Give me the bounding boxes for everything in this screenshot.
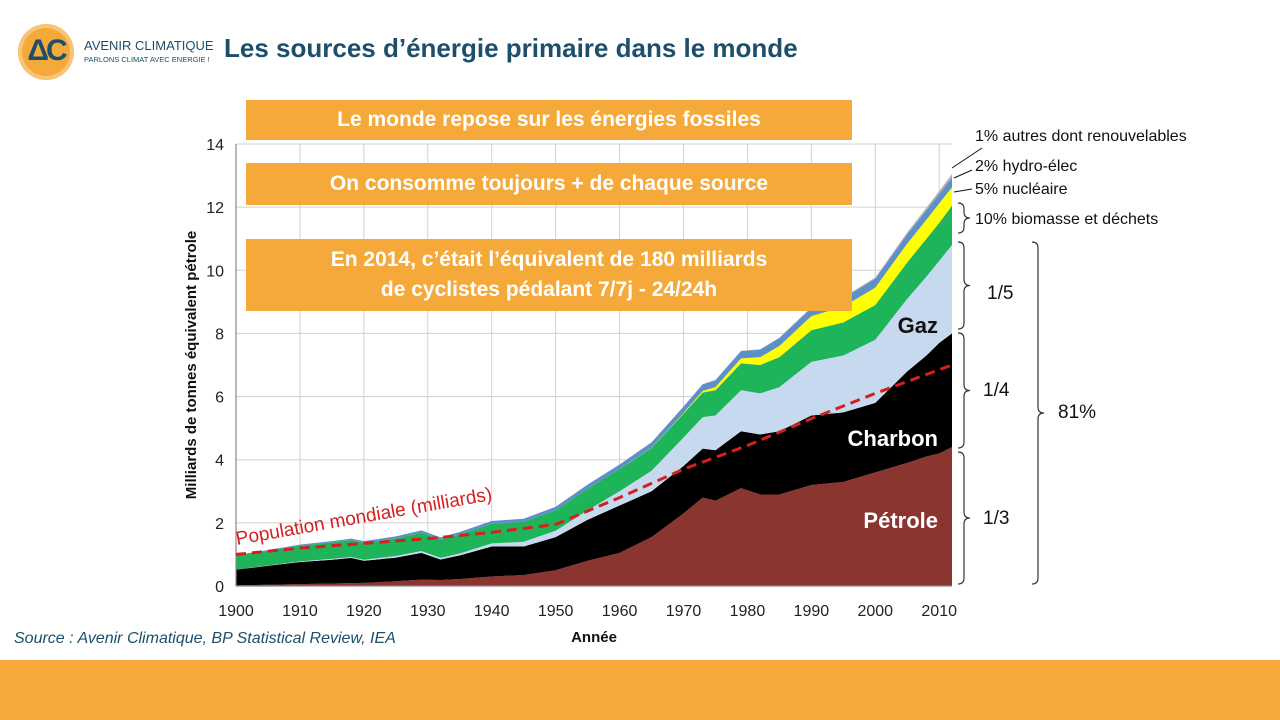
annotation-label: 2% hydro-élec bbox=[975, 158, 1077, 175]
y-tick-label: 0 bbox=[215, 579, 224, 596]
annotation-arrow bbox=[951, 147, 983, 169]
y-tick-label: 14 bbox=[206, 137, 224, 154]
x-tick-label: 1920 bbox=[346, 603, 382, 620]
x-tick-label: 2000 bbox=[857, 603, 893, 620]
share-label-charbon: 1/4 bbox=[983, 380, 1010, 401]
callout-cyclists: En 2014, c’était l’équivalent de 180 mil… bbox=[246, 239, 852, 311]
area-label-petrole: Pétrole bbox=[863, 508, 938, 533]
brace-charbon bbox=[957, 332, 971, 449]
slide-title: Les sources d’énergie primaire dans le m… bbox=[224, 33, 798, 63]
energy-chart: 0 2 4 6 8 10 12 14 1900 1910 1920 1930 1940 1950 1960 1… bbox=[183, 128, 1187, 646]
area-petrole bbox=[236, 447, 952, 586]
x-tick-label: 1980 bbox=[730, 603, 766, 620]
share-label-gaz: 1/5 bbox=[987, 283, 1013, 304]
source-note: Source : Avenir Climatique, BP Statistic… bbox=[14, 630, 396, 647]
x-tick-label: 1910 bbox=[282, 603, 318, 620]
brace-fossiles bbox=[1031, 241, 1045, 585]
annotation-label: 5% nucléaire bbox=[975, 181, 1068, 198]
y-tick-label: 6 bbox=[215, 390, 224, 407]
x-axis-title: Année bbox=[571, 629, 617, 646]
brace-biomasse bbox=[957, 202, 971, 234]
x-tick-label: 2010 bbox=[921, 603, 957, 620]
logo-mark: ΔC bbox=[27, 34, 67, 67]
x-tick-label: 1960 bbox=[602, 603, 638, 620]
area-label-gaz: Gaz bbox=[898, 313, 938, 338]
logo-tagline: PARLONS CLIMAT AVEC ENERGIE ! bbox=[84, 55, 210, 64]
callout-fossils: Le monde repose sur les énergies fossile… bbox=[246, 100, 852, 140]
x-tick-label: 1930 bbox=[410, 603, 446, 620]
callout-consumption: On consomme toujours + de chaque source bbox=[246, 163, 852, 205]
footer-bar bbox=[0, 660, 1280, 720]
share-label-fossiles: 81% bbox=[1058, 402, 1096, 423]
x-tick-label: 1940 bbox=[474, 603, 510, 620]
y-tick-label: 2 bbox=[215, 516, 224, 533]
logo: ΔC AVENIR CLIMATIQUE PARLONS CLIMAT AVEC… bbox=[18, 24, 214, 82]
x-tick-label: 1950 bbox=[538, 603, 574, 620]
y-tick-label: 4 bbox=[215, 453, 224, 470]
brace-petrole bbox=[957, 451, 971, 585]
annotation-label: 10% biomasse et déchets bbox=[975, 211, 1158, 228]
y-tick-label: 10 bbox=[206, 263, 224, 280]
annotation-arrow bbox=[953, 188, 973, 193]
y-axis-title: Milliards de tonnes équivalent pétrole bbox=[183, 231, 200, 499]
area-gaz bbox=[236, 245, 952, 570]
annotation-arrow bbox=[953, 169, 973, 179]
logo-circle bbox=[18, 24, 74, 80]
annotation-label: 1% autres dont renouvelables bbox=[975, 128, 1187, 145]
x-tick-label: 1970 bbox=[666, 603, 702, 620]
y-tick-label: 12 bbox=[206, 200, 224, 217]
x-tick-label: 1900 bbox=[218, 603, 254, 620]
x-tick-label: 1990 bbox=[794, 603, 830, 620]
population-line bbox=[235, 363, 953, 556]
y-tick-label: 8 bbox=[215, 326, 224, 343]
area-label-charbon: Charbon bbox=[848, 426, 938, 451]
share-label-petrole: 1/3 bbox=[983, 508, 1009, 529]
area-biomasse bbox=[236, 205, 952, 570]
brace-gaz bbox=[957, 241, 971, 330]
logo-name: AVENIR CLIMATIQUE bbox=[84, 38, 214, 53]
area-charbon bbox=[236, 333, 952, 586]
